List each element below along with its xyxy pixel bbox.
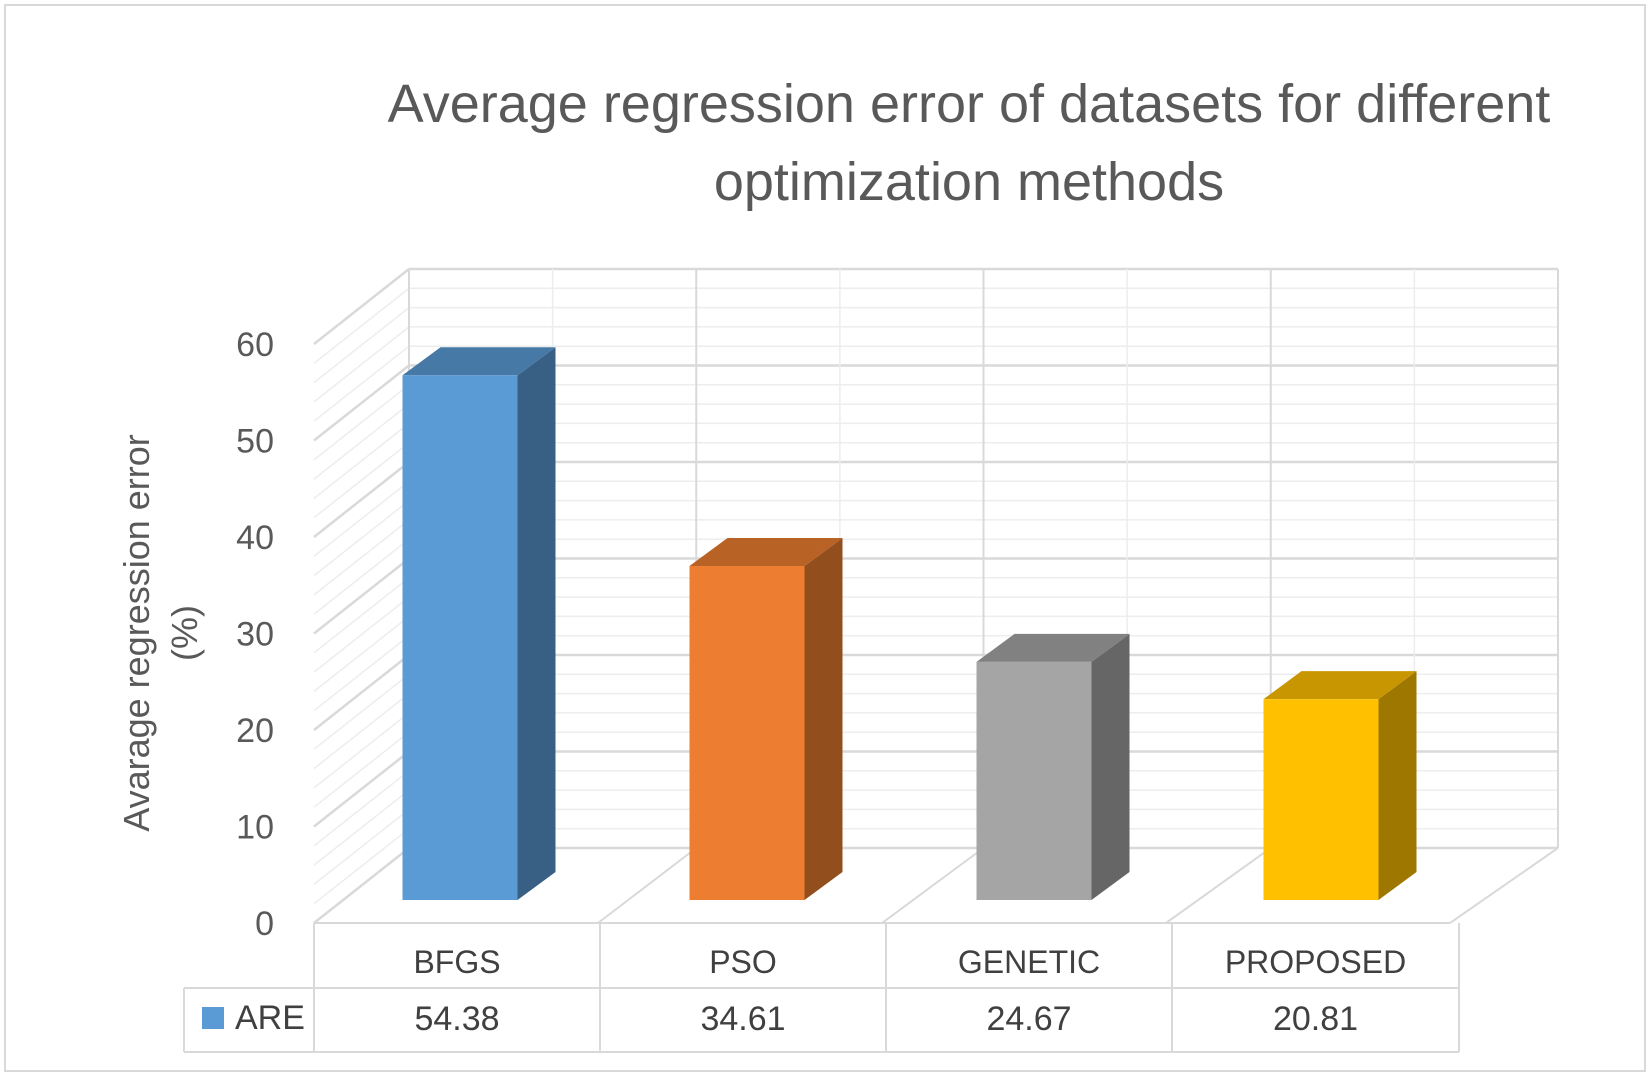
bar-top-proposed	[1263, 671, 1417, 700]
bar-side-bfgs	[517, 347, 556, 900]
chart-title-line-1: Average regression error of datasets for…	[388, 74, 1551, 134]
floor-depth-line	[313, 847, 410, 924]
data-table-value-bfgs: 54.38	[414, 1000, 499, 1038]
category-label-pso: PSO	[709, 944, 777, 980]
y-tick-label: 10	[236, 809, 274, 847]
bar-top-genetic	[976, 633, 1130, 662]
data-table-value-proposed: 20.81	[1273, 1000, 1358, 1038]
y-axis-label-line-1: Avarage regression error	[116, 434, 157, 832]
bar-side-pso	[804, 538, 843, 900]
floor-depth-line	[597, 847, 697, 924]
side-wall-minor-gridline	[313, 770, 410, 847]
side-wall-major-gridline	[313, 750, 410, 828]
bar-genetic	[976, 661, 1092, 900]
y-axis-label: Avarage regression error (%)	[116, 434, 205, 832]
legend-series-name: ARE	[235, 999, 305, 1037]
side-wall-minor-gridline	[313, 480, 410, 557]
side-wall-minor-gridline	[313, 307, 410, 384]
side-wall-major-gridline	[313, 364, 410, 442]
side-wall-minor-gridline	[313, 712, 410, 789]
bar-top-bfgs	[402, 347, 556, 376]
bar-top-pso	[689, 538, 843, 567]
side-wall-minor-gridline	[313, 731, 410, 808]
data-table-value-genetic: 24.67	[986, 1000, 1071, 1038]
side-wall-minor-gridline	[313, 500, 410, 577]
side-wall-minor-gridline	[313, 442, 410, 519]
y-tick-label: 40	[236, 519, 274, 557]
y-tick-label: 20	[236, 712, 274, 750]
side-wall-minor-gridline	[313, 403, 410, 480]
side-wall-minor-gridline	[313, 287, 410, 364]
y-axis-label-line-2: (%)	[164, 605, 205, 661]
bar-proposed	[1263, 699, 1379, 900]
side-wall-minor-gridline	[313, 345, 410, 422]
bar-pso	[689, 566, 805, 900]
side-wall-minor-gridline	[313, 596, 410, 673]
side-wall-minor-gridline	[313, 422, 410, 499]
y-tick-label: 30	[236, 616, 274, 654]
side-wall-minor-gridline	[313, 808, 410, 885]
side-wall-minor-gridline	[313, 577, 410, 654]
chart-frame: Average regression error of datasets for…	[4, 4, 1646, 1072]
side-wall-minor-gridline	[313, 828, 410, 905]
side-wall-major-gridline	[313, 461, 410, 538]
side-wall-minor-gridline	[313, 789, 410, 866]
chart-bars	[402, 347, 1417, 900]
side-wall-minor-gridline	[313, 693, 410, 770]
data-table-value-pso: 34.61	[700, 1000, 785, 1038]
side-wall-minor-gridline	[313, 673, 410, 750]
side-wall-minor-gridline	[313, 519, 410, 596]
y-axis-ticks: 0 10 20 30 40 50 60	[236, 326, 274, 943]
side-wall-minor-gridline	[313, 635, 410, 712]
bar-side-proposed	[1378, 671, 1417, 900]
data-table: BFGS PSO GENETIC PROPOSED ARE 54.38 34.61 24.67…	[183, 923, 1460, 1053]
side-wall-major-gridline	[313, 268, 410, 345]
y-tick-label: 0	[255, 905, 274, 943]
category-label-genetic: GENETIC	[958, 944, 1100, 980]
category-label-proposed: PROPOSED	[1225, 944, 1406, 980]
category-label-bfgs: BFGS	[413, 944, 500, 980]
floor-depth-line	[1165, 847, 1272, 924]
legend-key	[202, 1007, 224, 1029]
side-wall-minor-gridline	[313, 384, 410, 461]
side-wall-major-gridline	[313, 654, 410, 731]
side-wall-minor-gridline	[313, 538, 410, 615]
chart-title-line-2: optimization methods	[714, 152, 1224, 212]
bar-side-genetic	[1091, 633, 1130, 900]
floor-depth-line	[881, 847, 985, 924]
y-tick-label: 50	[236, 423, 274, 461]
side-wall-minor-gridline	[313, 326, 410, 403]
chart-title: Average regression error of datasets for…	[388, 74, 1551, 212]
side-wall-major-gridline	[313, 557, 410, 635]
floor-depth-line	[1449, 847, 1559, 924]
side-wall-minor-gridline	[313, 615, 410, 692]
bar-bfgs	[402, 375, 518, 900]
chart-svg: Average regression error of datasets for…	[116, 74, 1559, 1053]
y-tick-label: 60	[236, 326, 274, 364]
